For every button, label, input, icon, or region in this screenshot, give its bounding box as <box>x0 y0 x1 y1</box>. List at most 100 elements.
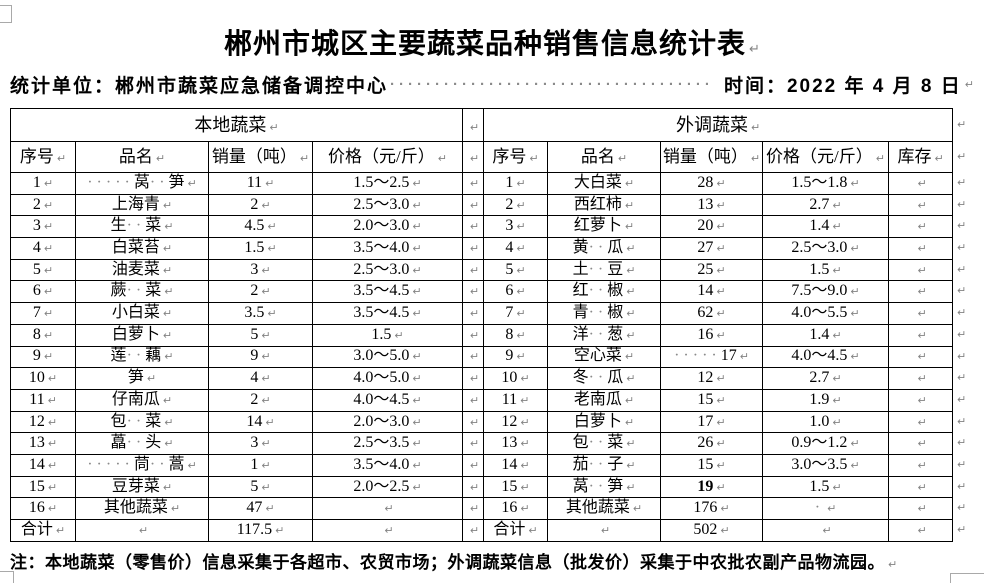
cell-local-price: 2.5～3.5 ↵ <box>311 432 464 455</box>
paragraph-mark: ↵ <box>850 285 860 299</box>
page-title: 郴州市城区主要蔬菜品种销售信息统计表 <box>224 28 747 59</box>
cell-local-name: 蕨··菜 ↵ <box>75 280 209 304</box>
paragraph-mark: ↵ <box>520 415 530 429</box>
paragraph-mark: ↵ <box>469 415 480 429</box>
cell-local-no: 13 ↵ <box>10 432 76 455</box>
cell-text: 西红柿 <box>573 195 622 213</box>
end-of-row-mark: ↵ <box>957 176 967 189</box>
paragraph-mark: ↵ <box>267 242 277 255</box>
paragraph-mark: ↵ <box>469 350 480 364</box>
cell-external-stock: ↵ <box>888 367 954 390</box>
paragraph-mark: ↵ <box>626 242 636 255</box>
cell-external-name: 老南瓜 ↵ <box>547 388 662 412</box>
cell-text: 笋 <box>127 369 144 387</box>
spacer-cell: ↵ <box>462 108 485 142</box>
cell-text: 其他蔬菜 <box>103 499 168 517</box>
cell-local-no: 10 ↵ <box>10 367 76 390</box>
cell-text: 7.5～9.0 <box>791 282 848 300</box>
cell-text: 12 <box>501 412 518 430</box>
paragraph-mark: ↵ <box>162 393 173 407</box>
cell-text: 62 <box>697 304 714 322</box>
end-of-row-marks-rail: ↵ ↵ ↵ ↵ ↵ ↵ ↵ ↵ ↵ ↵ ↵ ↵ ↵ ↵ ↵ ↵ ↵ ↵ ↵ <box>957 108 977 541</box>
paragraph-mark: ↵ <box>626 263 636 277</box>
cell-local-sales: 2 ↵ <box>208 388 313 412</box>
cell-text: 17 <box>697 412 714 430</box>
paragraph-mark: ↵ <box>520 393 530 407</box>
table-row: 13 ↵ 藠··头 ↵ 3 ↵ 2.5～3.5 ↵ ↵ 13 ↵ 包··菜 ↵ 26 ↵ 0.9～1.2 ↵ ↵ <box>10 432 954 455</box>
cell-local-name: 油麦菜 ↵ <box>75 258 209 282</box>
paragraph-mark: ↵ <box>164 285 174 299</box>
cell-external-no: 12 ↵ <box>483 410 549 434</box>
paragraph-mark: ↵ <box>632 502 643 516</box>
cell-text: 藕 <box>145 347 162 365</box>
spacer-cell: ↵ <box>462 345 485 369</box>
cell-external-sales: ·····17 ↵ <box>660 345 764 369</box>
cell-text: 5 <box>505 260 514 278</box>
column-header-local-3: 价格（元/斤） ↵ <box>311 141 464 173</box>
column-header-external-1: 品名 ↵ <box>547 141 662 173</box>
cell-external-price: 1.5～1.8 ↵ <box>762 172 890 195</box>
cell-text: 3.5 <box>244 304 265 322</box>
paragraph-mark: ↵ <box>275 523 285 537</box>
space-marks: · <box>814 499 825 517</box>
cell-local-no: 5 ↵ <box>10 258 76 282</box>
cell-local-sales: 1.5 ↵ <box>208 237 313 260</box>
cell-external-price: 1.5 ↵ <box>762 475 890 499</box>
cell-local-price: 2.0～2.5 ↵ <box>311 475 464 499</box>
spacer-cell: ↵ <box>462 432 485 455</box>
page-boundary-mark-top-left <box>0 5 12 23</box>
cell-text: 1 <box>32 173 41 191</box>
cell-local-name: ·····莴··笋 ↵ <box>75 172 209 195</box>
paragraph-mark: ↵ <box>469 523 480 537</box>
cell-external-sales: 16 ↵ <box>660 323 764 347</box>
paragraph-mark: ↵ <box>822 523 832 537</box>
paragraph-mark: ↵ <box>412 458 422 472</box>
paragraph-mark: ↵ <box>56 152 67 166</box>
cell-local-sales: 3 ↵ <box>208 432 313 455</box>
paragraph-mark: ↵ <box>626 458 636 472</box>
cell-text: 老南瓜 <box>573 390 622 408</box>
cell-external-stock: ↵ <box>888 475 954 499</box>
paragraph-mark: ↵ <box>520 437 530 451</box>
paragraph-mark: ↵ <box>626 372 636 386</box>
cell-text: 空心菜 <box>573 347 622 365</box>
cell-external-name: 大白菜 ↵ <box>547 172 662 195</box>
paragraph-mark: ↵ <box>850 242 860 255</box>
space-marks: ····· <box>674 347 721 365</box>
cell-external-stock: ↵ <box>888 302 954 325</box>
paragraph-mark: ↵ <box>624 220 635 234</box>
cell-text: 3.0～3.5 <box>791 455 848 473</box>
paragraph-mark: ↵ <box>626 285 636 299</box>
cell-text: 1.5～2.5 <box>353 173 410 191</box>
cell-text: 黄 <box>572 239 589 256</box>
section-title-external: 外调蔬菜 ↵ <box>483 108 954 142</box>
paragraph-mark: ↵ <box>162 307 173 321</box>
cell-text: 2.0～3.0 <box>353 412 410 430</box>
paragraph-mark: ↵ <box>164 437 174 451</box>
space-marks-leader: ···································· <box>390 76 714 93</box>
cell-text: 蕨 <box>110 282 127 300</box>
paragraph-mark: ↵ <box>261 350 271 364</box>
cell-text: 豆芽菜 <box>111 477 160 495</box>
paragraph-mark: ↵ <box>412 415 422 429</box>
end-of-row-mark: ↵ <box>957 150 967 163</box>
cell-local-no: 9 ↵ <box>10 345 76 369</box>
cell-text: 26 <box>697 434 714 452</box>
cell-local-name: 包··菜 ↵ <box>75 410 209 434</box>
cell-external-name: ↵ <box>547 519 662 542</box>
paragraph-mark: ↵ <box>624 350 635 364</box>
paragraph-mark: ↵ <box>516 285 526 299</box>
space-marks: ·· <box>126 412 146 430</box>
spacer-cell: ↵ <box>462 215 485 239</box>
spacer-cell: ↵ <box>462 193 485 217</box>
cell-text: 3 <box>250 434 259 452</box>
cell-text: 502 <box>693 520 718 538</box>
paragraph-mark: ↵ <box>716 437 726 451</box>
cell-external-stock: ↵ <box>888 215 954 239</box>
paragraph-mark: ↵ <box>716 415 726 429</box>
cell-local-no: 3 ↵ <box>10 215 76 239</box>
cell-text: 序号 <box>19 147 54 167</box>
cell-local-sales: 47 ↵ <box>208 497 313 520</box>
cell-text: 菜 <box>607 434 624 452</box>
cell-external-name: 冬··瓜 ↵ <box>547 367 662 390</box>
